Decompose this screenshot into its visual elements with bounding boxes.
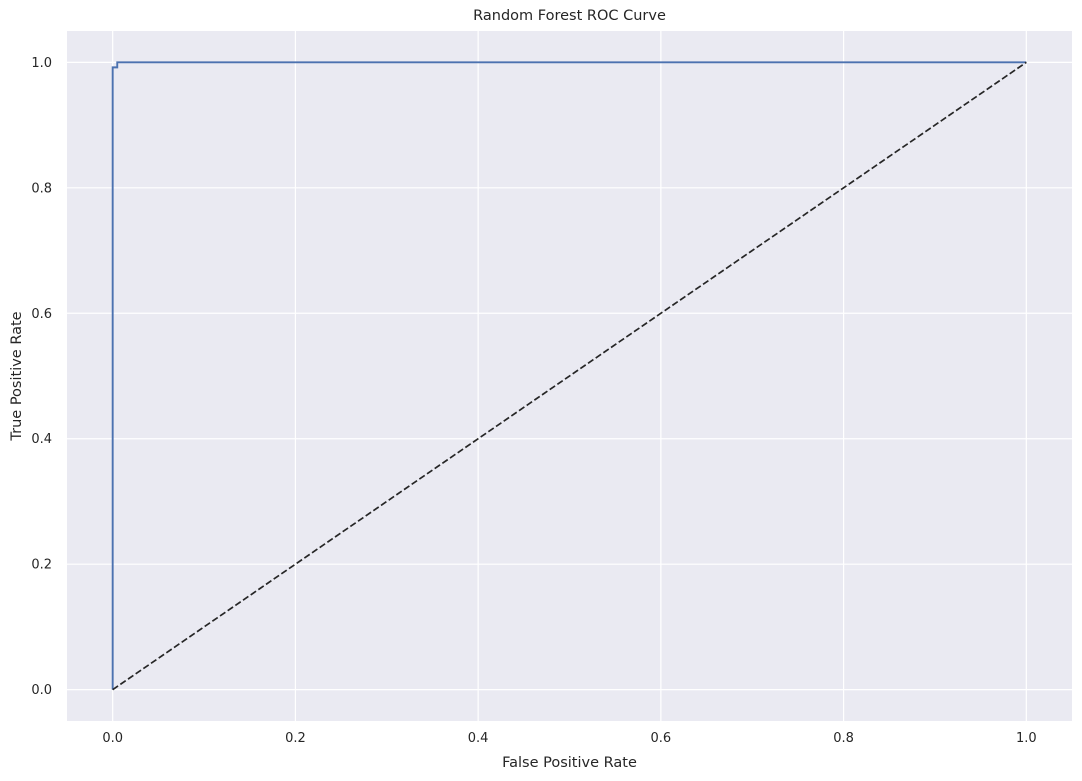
grid [67, 31, 1072, 721]
chart-title: Random Forest ROC Curve [473, 8, 666, 24]
x-tick-label: 1.0 [1016, 731, 1037, 746]
x-tick-label: 0.4 [468, 731, 489, 746]
x-axis-title: False Positive Rate [502, 755, 637, 771]
chance-diagonal-line [112, 61, 1027, 691]
x-tick-label: 0.6 [651, 731, 672, 746]
y-tick-label: 0.6 [31, 307, 52, 322]
roc-curve-line [111, 61, 1027, 690]
x-tick-label: 0.0 [102, 731, 123, 746]
y-tick-label: 0.2 [31, 558, 52, 573]
y-tick-label: 0.0 [31, 683, 52, 698]
x-tick-label: 0.8 [833, 731, 854, 746]
y-tick-label: 0.8 [31, 181, 52, 196]
y-tick-label: 1.0 [31, 56, 52, 71]
x-tick-label: 0.2 [285, 731, 306, 746]
tick-labels: 0.0 0.2 0.4 0.6 0.8 1.0 0.0 0.2 0.4 0.6 0.8 1.0 [31, 56, 1036, 746]
y-axis-title: True Positive Rate [9, 311, 25, 441]
y-tick-label: 0.4 [31, 432, 52, 447]
series-layer [111, 61, 1027, 691]
